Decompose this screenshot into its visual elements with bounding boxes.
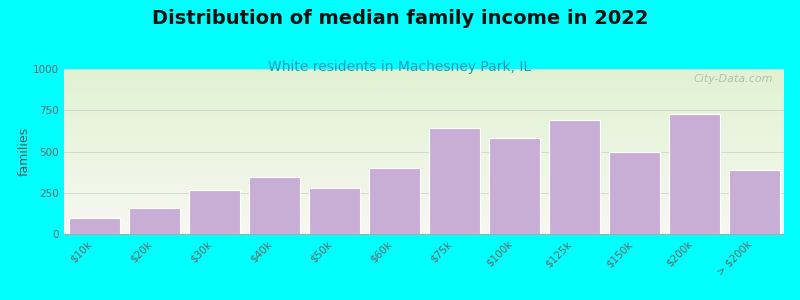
Text: City-Data.com: City-Data.com [694,74,773,84]
Text: Distribution of median family income in 2022: Distribution of median family income in … [152,9,648,28]
Bar [429,128,479,234]
Bar [249,177,299,234]
Bar [609,152,659,234]
Bar [189,190,239,234]
Bar [669,114,719,234]
Bar [549,120,599,234]
Bar [309,188,359,234]
Y-axis label: families: families [18,127,30,176]
Bar [729,169,779,234]
Bar [369,168,419,234]
Bar [129,208,179,234]
Bar [69,218,119,234]
Text: White residents in Machesney Park, IL: White residents in Machesney Park, IL [269,60,531,74]
Bar [489,138,539,234]
